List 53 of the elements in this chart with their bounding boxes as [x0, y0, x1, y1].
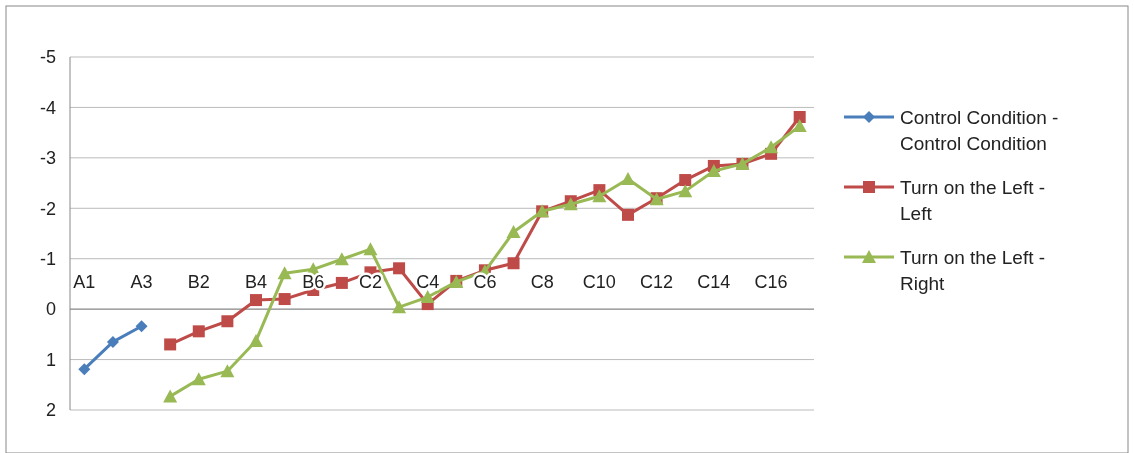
x-tick-label: C14: [697, 271, 731, 292]
point: [392, 300, 407, 314]
point: [220, 364, 235, 378]
y-tick-label: -2: [39, 198, 56, 219]
point: [335, 276, 348, 289]
y-tick-label: 1: [45, 349, 56, 370]
point: [221, 315, 234, 328]
point: [277, 266, 292, 280]
point: [393, 262, 406, 275]
point: [250, 294, 262, 307]
x-tick-label: C4: [416, 271, 440, 292]
point: [706, 163, 721, 177]
point: [507, 257, 520, 270]
x-tick-label: B2: [187, 271, 210, 292]
x-tick-label: A3: [130, 271, 153, 292]
legend-label: Turn on the Left - Right: [900, 246, 1046, 294]
point: [164, 338, 177, 351]
legend-label: Control Condition - Control Condition: [900, 106, 1059, 154]
y-tick-label: -5: [39, 47, 56, 68]
point: [249, 333, 263, 347]
point: [135, 320, 148, 333]
point: [192, 325, 205, 338]
x-tick-label: C6: [473, 271, 497, 292]
point: [679, 174, 692, 187]
x-tick-label: C8: [530, 271, 554, 292]
point: [622, 208, 634, 221]
x-tick-label: C2: [358, 271, 382, 292]
x-tick-label: C10: [582, 271, 616, 292]
point: [278, 293, 291, 306]
point: [420, 290, 435, 304]
y-tick-label: -4: [39, 97, 56, 118]
x-tick-label: B4: [244, 271, 268, 292]
point: [592, 189, 607, 203]
point: [363, 242, 378, 256]
point: [793, 111, 806, 124]
legend-label: Turn on the Left - Left: [900, 176, 1046, 224]
point: [506, 224, 521, 238]
point: [678, 184, 693, 198]
point: [334, 252, 349, 266]
point: [764, 140, 779, 154]
y-tick-label: -3: [39, 148, 56, 169]
point: [163, 389, 178, 403]
point: [621, 172, 635, 186]
point: [78, 363, 91, 376]
x-tick-label: A1: [73, 271, 96, 292]
point: [106, 335, 119, 348]
point: [191, 372, 206, 386]
point: [792, 119, 807, 133]
x-tick-label: C12: [640, 271, 674, 292]
x-tick-label: C16: [754, 271, 788, 292]
y-tick-label: 0: [45, 299, 56, 320]
y-tick-label: -1: [39, 249, 56, 270]
y-tick-label: 2: [45, 400, 56, 421]
